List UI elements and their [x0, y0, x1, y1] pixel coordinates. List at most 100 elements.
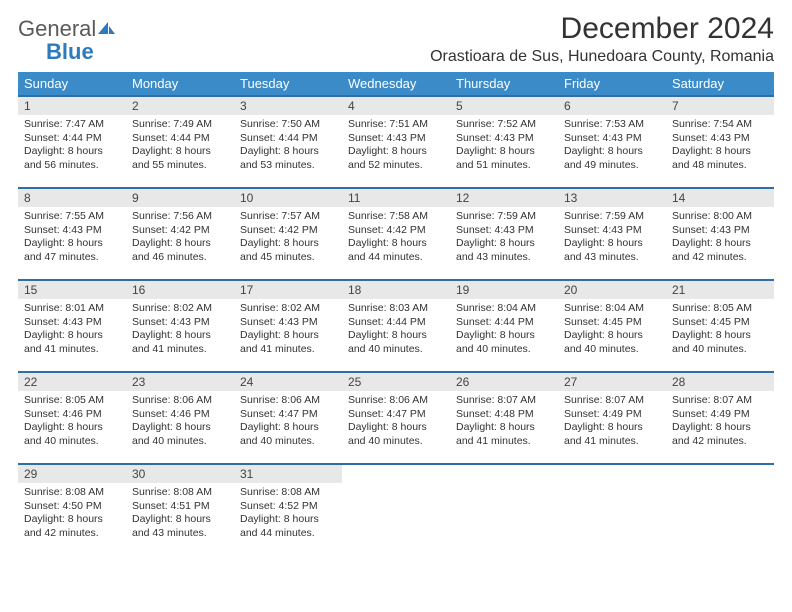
day-number: 24	[234, 373, 342, 391]
calendar-day-cell: 11Sunrise: 7:58 AMSunset: 4:42 PMDayligh…	[342, 188, 450, 280]
daylight-line: Daylight: 8 hours and 42 minutes.	[24, 513, 120, 540]
day-number: 30	[126, 465, 234, 483]
day-number: 4	[342, 97, 450, 115]
weekday-header: Sunday	[18, 72, 126, 96]
day-details: Sunrise: 8:06 AMSunset: 4:47 PMDaylight:…	[234, 391, 342, 455]
calendar-day-cell: 8Sunrise: 7:55 AMSunset: 4:43 PMDaylight…	[18, 188, 126, 280]
sunrise-line: Sunrise: 8:07 AM	[456, 394, 552, 408]
calendar-day-cell: 25Sunrise: 8:06 AMSunset: 4:47 PMDayligh…	[342, 372, 450, 464]
calendar-week-row: 1Sunrise: 7:47 AMSunset: 4:44 PMDaylight…	[18, 96, 774, 188]
calendar-day-cell: ..	[666, 464, 774, 556]
month-title: December 2024	[430, 12, 774, 46]
daylight-line: Daylight: 8 hours and 41 minutes.	[240, 329, 336, 356]
sunset-line: Sunset: 4:52 PM	[240, 500, 336, 514]
calendar-day-cell: 30Sunrise: 8:08 AMSunset: 4:51 PMDayligh…	[126, 464, 234, 556]
sunset-line: Sunset: 4:42 PM	[348, 224, 444, 238]
weekday-header: Monday	[126, 72, 234, 96]
day-number: 22	[18, 373, 126, 391]
day-number: 7	[666, 97, 774, 115]
day-number: 12	[450, 189, 558, 207]
logo-text-general: General	[18, 16, 96, 41]
calendar-day-cell: 2Sunrise: 7:49 AMSunset: 4:44 PMDaylight…	[126, 96, 234, 188]
daylight-line: Daylight: 8 hours and 53 minutes.	[240, 145, 336, 172]
day-details: Sunrise: 7:53 AMSunset: 4:43 PMDaylight:…	[558, 115, 666, 179]
sunset-line: Sunset: 4:44 PM	[132, 132, 228, 146]
sunrise-line: Sunrise: 7:51 AM	[348, 118, 444, 132]
calendar-day-cell: 19Sunrise: 8:04 AMSunset: 4:44 PMDayligh…	[450, 280, 558, 372]
sunrise-line: Sunrise: 7:56 AM	[132, 210, 228, 224]
daylight-line: Daylight: 8 hours and 42 minutes.	[672, 237, 768, 264]
sunrise-line: Sunrise: 7:55 AM	[24, 210, 120, 224]
daylight-line: Daylight: 8 hours and 40 minutes.	[456, 329, 552, 356]
daylight-line: Daylight: 8 hours and 52 minutes.	[348, 145, 444, 172]
daylight-line: Daylight: 8 hours and 40 minutes.	[348, 421, 444, 448]
day-number: 31	[234, 465, 342, 483]
sunset-line: Sunset: 4:43 PM	[132, 316, 228, 330]
day-number: 9	[126, 189, 234, 207]
day-details: Sunrise: 8:00 AMSunset: 4:43 PMDaylight:…	[666, 207, 774, 271]
calendar-day-cell: 5Sunrise: 7:52 AMSunset: 4:43 PMDaylight…	[450, 96, 558, 188]
sunrise-line: Sunrise: 7:53 AM	[564, 118, 660, 132]
sunrise-line: Sunrise: 7:54 AM	[672, 118, 768, 132]
day-details: Sunrise: 7:54 AMSunset: 4:43 PMDaylight:…	[666, 115, 774, 179]
daylight-line: Daylight: 8 hours and 49 minutes.	[564, 145, 660, 172]
day-number: 11	[342, 189, 450, 207]
day-number: 6	[558, 97, 666, 115]
daylight-line: Daylight: 8 hours and 43 minutes.	[132, 513, 228, 540]
day-number: 20	[558, 281, 666, 299]
logo: General Blue	[18, 12, 116, 64]
day-number: 10	[234, 189, 342, 207]
day-number: 17	[234, 281, 342, 299]
sunset-line: Sunset: 4:48 PM	[456, 408, 552, 422]
day-details: Sunrise: 7:47 AMSunset: 4:44 PMDaylight:…	[18, 115, 126, 179]
logo-sail-icon	[96, 20, 116, 41]
sunrise-line: Sunrise: 7:52 AM	[456, 118, 552, 132]
sunrise-line: Sunrise: 7:47 AM	[24, 118, 120, 132]
sunset-line: Sunset: 4:43 PM	[348, 132, 444, 146]
sunrise-line: Sunrise: 8:03 AM	[348, 302, 444, 316]
calendar-day-cell: 24Sunrise: 8:06 AMSunset: 4:47 PMDayligh…	[234, 372, 342, 464]
calendar-table: SundayMondayTuesdayWednesdayThursdayFrid…	[18, 72, 774, 556]
day-details: Sunrise: 8:08 AMSunset: 4:50 PMDaylight:…	[18, 483, 126, 547]
sunset-line: Sunset: 4:44 PM	[24, 132, 120, 146]
calendar-day-cell: 16Sunrise: 8:02 AMSunset: 4:43 PMDayligh…	[126, 280, 234, 372]
day-details: Sunrise: 8:08 AMSunset: 4:51 PMDaylight:…	[126, 483, 234, 547]
sunset-line: Sunset: 4:51 PM	[132, 500, 228, 514]
calendar-day-cell: 27Sunrise: 8:07 AMSunset: 4:49 PMDayligh…	[558, 372, 666, 464]
day-details: Sunrise: 7:50 AMSunset: 4:44 PMDaylight:…	[234, 115, 342, 179]
day-number: 19	[450, 281, 558, 299]
calendar-day-cell: 22Sunrise: 8:05 AMSunset: 4:46 PMDayligh…	[18, 372, 126, 464]
day-number: 23	[126, 373, 234, 391]
day-number: 28	[666, 373, 774, 391]
day-number: 3	[234, 97, 342, 115]
sunrise-line: Sunrise: 7:59 AM	[564, 210, 660, 224]
day-details: Sunrise: 7:59 AMSunset: 4:43 PMDaylight:…	[450, 207, 558, 271]
sunrise-line: Sunrise: 8:08 AM	[24, 486, 120, 500]
sunrise-line: Sunrise: 8:07 AM	[672, 394, 768, 408]
calendar-day-cell: 10Sunrise: 7:57 AMSunset: 4:42 PMDayligh…	[234, 188, 342, 280]
daylight-line: Daylight: 8 hours and 41 minutes.	[456, 421, 552, 448]
day-number: 27	[558, 373, 666, 391]
sunset-line: Sunset: 4:43 PM	[564, 132, 660, 146]
calendar-week-row: 22Sunrise: 8:05 AMSunset: 4:46 PMDayligh…	[18, 372, 774, 464]
sunset-line: Sunset: 4:42 PM	[240, 224, 336, 238]
calendar-day-cell: 3Sunrise: 7:50 AMSunset: 4:44 PMDaylight…	[234, 96, 342, 188]
sunset-line: Sunset: 4:46 PM	[24, 408, 120, 422]
sunrise-line: Sunrise: 8:08 AM	[132, 486, 228, 500]
daylight-line: Daylight: 8 hours and 40 minutes.	[132, 421, 228, 448]
sunrise-line: Sunrise: 7:58 AM	[348, 210, 444, 224]
calendar-day-cell: 18Sunrise: 8:03 AMSunset: 4:44 PMDayligh…	[342, 280, 450, 372]
sunset-line: Sunset: 4:45 PM	[564, 316, 660, 330]
title-group: December 2024 Orastioara de Sus, Hunedoa…	[430, 12, 774, 66]
calendar-week-row: 15Sunrise: 8:01 AMSunset: 4:43 PMDayligh…	[18, 280, 774, 372]
sunset-line: Sunset: 4:46 PM	[132, 408, 228, 422]
sunrise-line: Sunrise: 8:00 AM	[672, 210, 768, 224]
daylight-line: Daylight: 8 hours and 51 minutes.	[456, 145, 552, 172]
day-details: Sunrise: 8:06 AMSunset: 4:46 PMDaylight:…	[126, 391, 234, 455]
weekday-header: Wednesday	[342, 72, 450, 96]
day-number: 8	[18, 189, 126, 207]
day-number: 25	[342, 373, 450, 391]
sunrise-line: Sunrise: 8:05 AM	[672, 302, 768, 316]
sunset-line: Sunset: 4:44 PM	[456, 316, 552, 330]
calendar-day-cell: 13Sunrise: 7:59 AMSunset: 4:43 PMDayligh…	[558, 188, 666, 280]
